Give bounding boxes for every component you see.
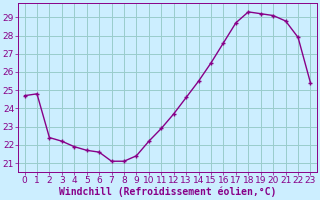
X-axis label: Windchill (Refroidissement éolien,°C): Windchill (Refroidissement éolien,°C) bbox=[59, 187, 276, 197]
